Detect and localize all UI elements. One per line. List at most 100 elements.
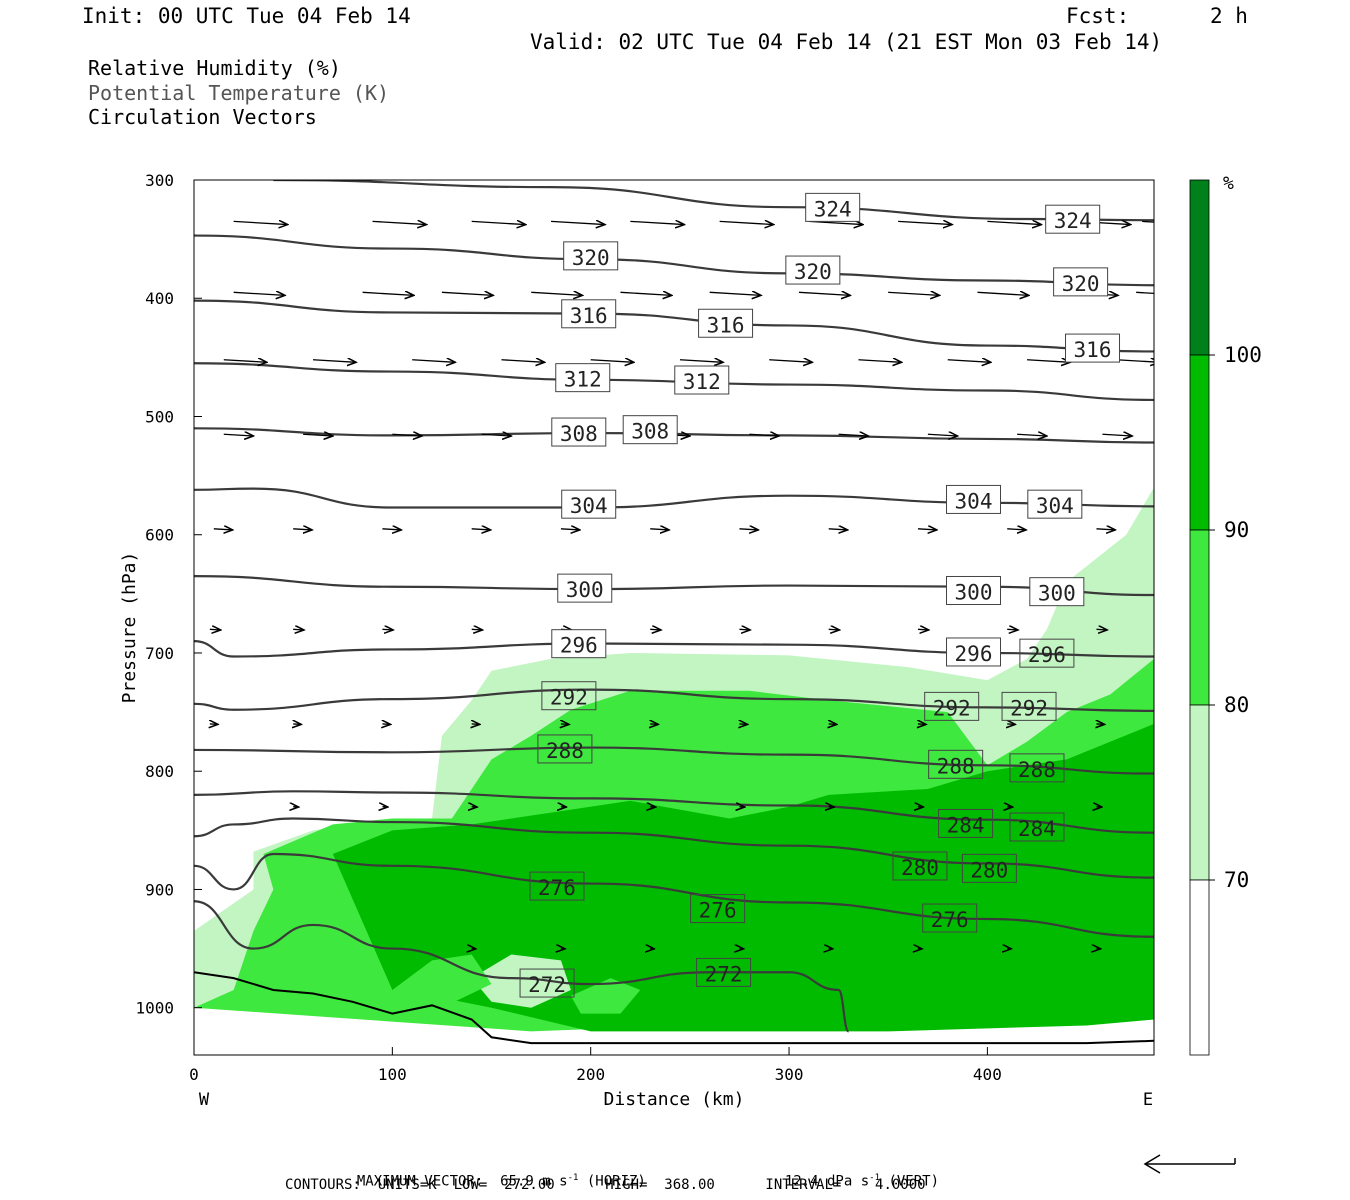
wind-vector bbox=[233, 292, 285, 295]
contour-label: 272 bbox=[519, 968, 575, 998]
contour-label-text: 276 bbox=[699, 899, 737, 923]
wind-vector bbox=[209, 629, 221, 630]
contour-label-box bbox=[674, 365, 730, 395]
wind-vector bbox=[917, 529, 937, 530]
plot-frame bbox=[193, 179, 1155, 1056]
theta-contour-312 bbox=[194, 362, 1154, 402]
contour-label: 284 bbox=[1009, 812, 1065, 842]
wind-vector bbox=[888, 292, 939, 295]
contour-label: 280 bbox=[892, 851, 948, 881]
contour-label: 304 bbox=[946, 484, 1002, 514]
wind-vector bbox=[293, 529, 312, 530]
y-tick-label: 300 bbox=[145, 171, 174, 190]
contour-label-box bbox=[1009, 753, 1065, 783]
rh-region-90-100 bbox=[332, 723, 1154, 1032]
west-label: W bbox=[199, 1090, 210, 1110]
contour-label: 276 bbox=[529, 871, 585, 901]
contour-label-box bbox=[529, 871, 585, 901]
theta-contour-276 bbox=[194, 852, 1154, 938]
contour-label-box bbox=[1027, 489, 1083, 519]
contour-labels: 324 324 320 320 320 316 316 316 312 312 308 308 304 3… bbox=[519, 192, 1121, 998]
max-vector-horiz-label: (HORIZ) bbox=[586, 1173, 646, 1190]
contour-label-text: 276 bbox=[931, 908, 969, 932]
contour-label-text: 320 bbox=[1062, 272, 1100, 296]
contour-label: 296 bbox=[551, 629, 607, 659]
colorbar-segment bbox=[1189, 529, 1210, 706]
contour-label-text: 304 bbox=[570, 494, 608, 518]
contour-label-text: 304 bbox=[1036, 494, 1074, 518]
contour-label-text: 276 bbox=[538, 876, 576, 900]
contour-label-box bbox=[928, 749, 984, 779]
contour-label: 292 bbox=[1001, 691, 1057, 721]
theta-contour-320 bbox=[194, 234, 1154, 287]
colorbar-segment bbox=[1189, 879, 1210, 1056]
contour-label-text: 320 bbox=[572, 246, 610, 270]
contour-label-box bbox=[696, 957, 752, 987]
colorbar-segment bbox=[1189, 179, 1210, 356]
contour-label: 288 bbox=[928, 749, 984, 779]
wind-vector bbox=[392, 434, 422, 436]
contour-label-text: 288 bbox=[546, 739, 584, 763]
contour-label-box bbox=[892, 851, 948, 881]
contour-label-box bbox=[551, 417, 607, 447]
y-axis-label: Pressure (hPa) bbox=[119, 552, 140, 704]
contour-label-text: 304 bbox=[955, 489, 993, 513]
x-tick-label: 400 bbox=[973, 1065, 1002, 1084]
wind-vector bbox=[213, 529, 233, 530]
y-tick-label: 500 bbox=[145, 407, 174, 426]
contour-label-box bbox=[946, 575, 1002, 605]
contour-label-box bbox=[537, 734, 593, 764]
contour-label-box bbox=[922, 903, 978, 933]
wind-vector bbox=[620, 292, 671, 295]
y-tick-label: 900 bbox=[145, 880, 174, 899]
contour-label: 300 bbox=[1029, 577, 1085, 607]
contour-label-box bbox=[555, 363, 611, 393]
contour-label-text: 272 bbox=[528, 973, 566, 997]
contour-label: 296 bbox=[946, 637, 1002, 667]
colorbar-segment bbox=[1189, 354, 1210, 531]
wind-vector bbox=[1027, 360, 1070, 363]
wind-vector bbox=[749, 434, 779, 436]
max-vector-vert-exp: -1 bbox=[869, 1173, 880, 1183]
contour-label-box bbox=[561, 489, 617, 519]
contour-label: 300 bbox=[946, 575, 1002, 605]
contour-label-box bbox=[1009, 812, 1065, 842]
contour-label-box bbox=[805, 192, 861, 222]
wind-vector bbox=[412, 360, 455, 363]
wind-vector bbox=[630, 221, 684, 224]
contour-label: 304 bbox=[1027, 489, 1083, 519]
legend-vectors: Circulation Vectors bbox=[88, 105, 317, 129]
contour-label-text: 320 bbox=[794, 260, 832, 284]
x-tick-label: 300 bbox=[775, 1065, 804, 1084]
wind-vector bbox=[898, 221, 952, 224]
wind-vector bbox=[1102, 434, 1132, 436]
contour-label-box bbox=[946, 637, 1002, 667]
rh-pocket-80-90 bbox=[570, 978, 641, 1014]
contour-label-text: 284 bbox=[1018, 817, 1056, 841]
colorbar-label: 80 bbox=[1224, 693, 1249, 717]
forecast-hour: 2 h bbox=[1210, 4, 1248, 28]
wind-vector bbox=[719, 221, 774, 224]
contour-label-box bbox=[946, 484, 1002, 514]
contour-label-text: 280 bbox=[970, 858, 1008, 882]
contour-label: 316 bbox=[561, 299, 617, 329]
colorbar-label: 100 bbox=[1224, 343, 1262, 367]
wind-vector bbox=[223, 434, 254, 436]
wind-vector bbox=[828, 629, 840, 630]
wind-vector bbox=[1007, 629, 1018, 630]
contour-label-box bbox=[622, 415, 678, 445]
contour-label-box bbox=[698, 308, 754, 338]
contour-label-box bbox=[1045, 204, 1101, 234]
wind-vector bbox=[1142, 220, 1154, 223]
wind-vector bbox=[1116, 360, 1154, 363]
legend-theta: Potential Temperature (K) bbox=[88, 81, 390, 105]
contour-label-box bbox=[551, 629, 607, 659]
colorbar: % 100 90 80 70 bbox=[1189, 173, 1262, 1056]
wind-vector bbox=[769, 360, 812, 363]
wind-vector bbox=[1017, 434, 1047, 436]
wind-vector bbox=[1136, 291, 1154, 295]
contour-label-text: 324 bbox=[814, 197, 852, 221]
wind-vector bbox=[531, 292, 582, 295]
contour-label-box bbox=[519, 968, 575, 998]
